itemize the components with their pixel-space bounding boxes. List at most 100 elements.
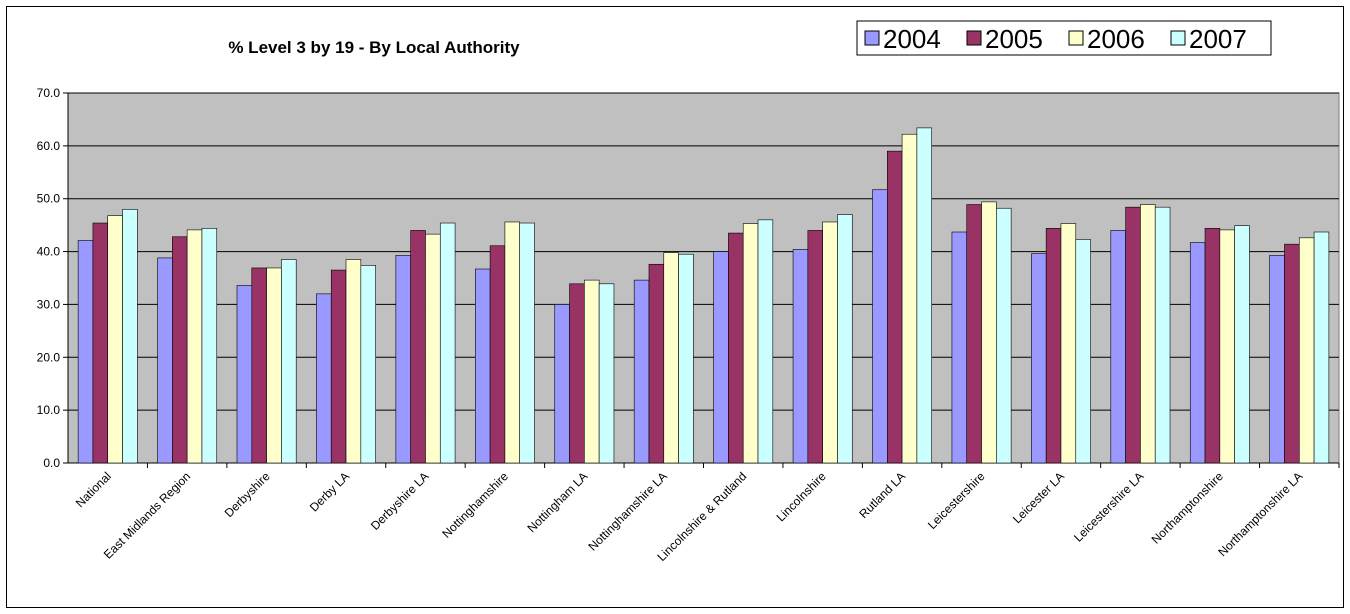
x-tick-label: Derby LA bbox=[307, 469, 352, 514]
bar bbox=[251, 267, 267, 464]
bar bbox=[1075, 239, 1091, 464]
legend-swatch bbox=[1170, 30, 1186, 46]
bar bbox=[633, 279, 650, 464]
x-tick-label: Nottinghamshire bbox=[439, 469, 511, 541]
bar bbox=[360, 265, 376, 464]
bar bbox=[728, 232, 744, 464]
bar bbox=[554, 304, 570, 464]
bar bbox=[901, 133, 918, 464]
bar bbox=[122, 208, 138, 464]
x-tick-label: Derbyshire LA bbox=[368, 469, 432, 533]
x-tick-label: Nottinghamshire LA bbox=[585, 469, 669, 553]
bar bbox=[281, 259, 297, 464]
bar bbox=[1154, 206, 1171, 464]
bar bbox=[330, 269, 347, 464]
chart-title: % Level 3 by 19 - By Local Authority bbox=[228, 38, 520, 57]
bar bbox=[519, 222, 535, 464]
bar bbox=[316, 293, 332, 464]
bar bbox=[1313, 231, 1330, 464]
bar bbox=[410, 230, 426, 464]
x-tick-label: National bbox=[73, 469, 114, 510]
bar-chart: % Level 3 by 19 - By Local Authority 0.0… bbox=[37, 20, 1340, 564]
bar bbox=[1298, 237, 1315, 464]
y-tick-label: 40.0 bbox=[37, 245, 61, 259]
bar bbox=[648, 263, 665, 464]
bar bbox=[439, 222, 456, 464]
bar bbox=[822, 221, 838, 464]
bar bbox=[807, 230, 823, 464]
bar bbox=[425, 233, 441, 464]
bar bbox=[201, 228, 218, 464]
bar bbox=[77, 240, 94, 464]
bar bbox=[1189, 242, 1206, 464]
x-tick-label: Rutland LA bbox=[856, 469, 908, 521]
y-tick-label: 0.0 bbox=[43, 456, 60, 470]
bar bbox=[157, 257, 173, 464]
bar bbox=[569, 283, 585, 464]
bar bbox=[742, 223, 759, 464]
bar bbox=[1125, 206, 1141, 464]
bar bbox=[678, 253, 694, 464]
x-tick-label: East Midlands Region bbox=[101, 469, 193, 561]
bar bbox=[172, 236, 188, 464]
bar bbox=[996, 207, 1012, 464]
bar bbox=[186, 229, 203, 464]
bar bbox=[92, 222, 109, 464]
bar bbox=[236, 285, 253, 464]
bar bbox=[757, 219, 774, 464]
bar bbox=[981, 201, 997, 464]
bar bbox=[1060, 223, 1077, 464]
bar bbox=[1284, 243, 1300, 464]
y-tick-label: 60.0 bbox=[37, 139, 61, 153]
bar bbox=[1031, 253, 1047, 464]
bar bbox=[266, 267, 282, 464]
y-tick-label: 30.0 bbox=[37, 297, 61, 311]
bar bbox=[951, 231, 968, 464]
bar bbox=[489, 245, 506, 464]
bar bbox=[1140, 204, 1156, 464]
legend-box bbox=[856, 20, 1272, 56]
legend-swatch bbox=[864, 30, 880, 46]
bar bbox=[1269, 254, 1285, 464]
bar bbox=[504, 221, 521, 464]
y-tick-label: 10.0 bbox=[37, 403, 61, 417]
x-tick-label: Lincolnshire bbox=[774, 469, 829, 524]
y-tick-label: 20.0 bbox=[37, 350, 61, 364]
bar bbox=[1219, 229, 1235, 464]
bar bbox=[395, 254, 411, 464]
bar bbox=[872, 189, 888, 464]
x-tick-label: Northamptonshire bbox=[1149, 469, 1227, 547]
bar bbox=[1204, 228, 1221, 464]
bar bbox=[966, 204, 982, 464]
x-tick-label: Northamptonshire LA bbox=[1215, 469, 1305, 559]
bar bbox=[713, 251, 729, 464]
legend-swatch bbox=[1068, 30, 1084, 46]
bar bbox=[792, 249, 809, 464]
legend-label: 2004 bbox=[883, 24, 941, 54]
bar bbox=[584, 279, 600, 464]
legend-label: 2005 bbox=[985, 24, 1043, 54]
bar bbox=[107, 215, 123, 464]
bar bbox=[345, 259, 362, 464]
x-tick-label: Nottingham LA bbox=[524, 469, 590, 535]
bar bbox=[837, 214, 853, 464]
bar bbox=[475, 268, 491, 464]
bar bbox=[1234, 225, 1250, 464]
bar bbox=[598, 283, 615, 464]
x-tick-label: Leicestershire bbox=[925, 469, 988, 532]
x-tick-label: Leicestershire LA bbox=[1071, 469, 1146, 544]
bar bbox=[1045, 228, 1062, 464]
y-tick-label: 50.0 bbox=[37, 192, 61, 206]
y-tick-label: 70.0 bbox=[37, 86, 61, 100]
bar bbox=[916, 127, 932, 464]
x-tick-label: Leicester LA bbox=[1010, 469, 1067, 526]
legend-label: 2006 bbox=[1087, 24, 1145, 54]
legend-swatch bbox=[966, 30, 982, 46]
legend-label: 2007 bbox=[1189, 24, 1247, 54]
chart-frame: % Level 3 by 19 - By Local Authority 0.0… bbox=[6, 6, 1344, 608]
x-tick-label: Lincolnshire & Rutland bbox=[655, 469, 750, 564]
x-tick-label: Derbyshire bbox=[222, 469, 273, 520]
bar bbox=[1110, 230, 1126, 464]
bar bbox=[886, 150, 903, 464]
bar bbox=[663, 252, 679, 464]
